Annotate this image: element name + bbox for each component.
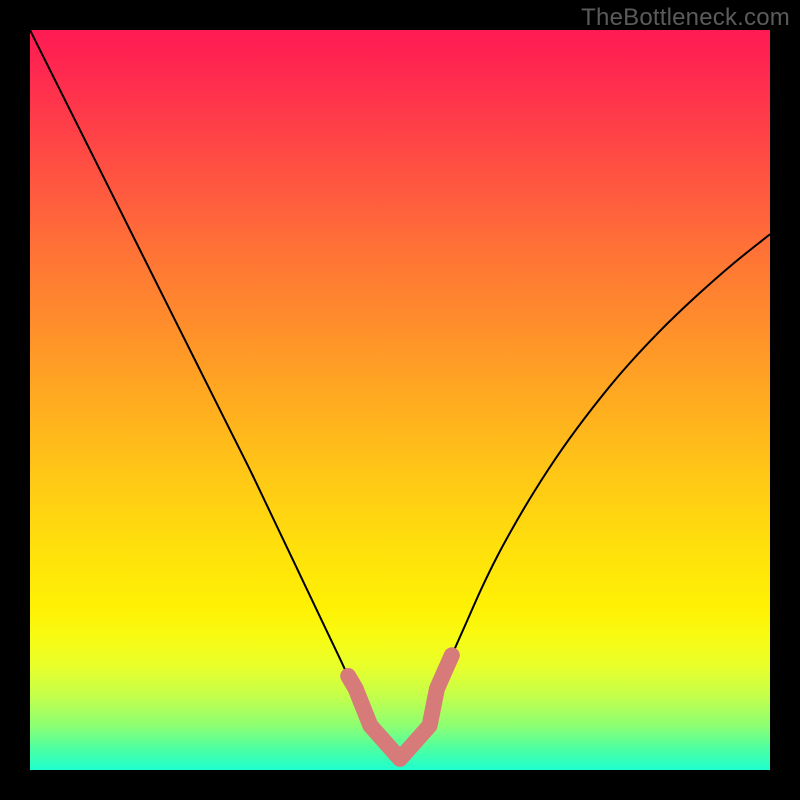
- series-bottleneck-curve: [30, 30, 770, 759]
- series-sweet-spot-marker: [348, 655, 452, 759]
- curve-layer: [30, 30, 770, 770]
- plot-area: [30, 30, 770, 770]
- watermark-label: TheBottleneck.com: [581, 4, 790, 32]
- chart-frame: TheBottleneck.com: [0, 0, 800, 800]
